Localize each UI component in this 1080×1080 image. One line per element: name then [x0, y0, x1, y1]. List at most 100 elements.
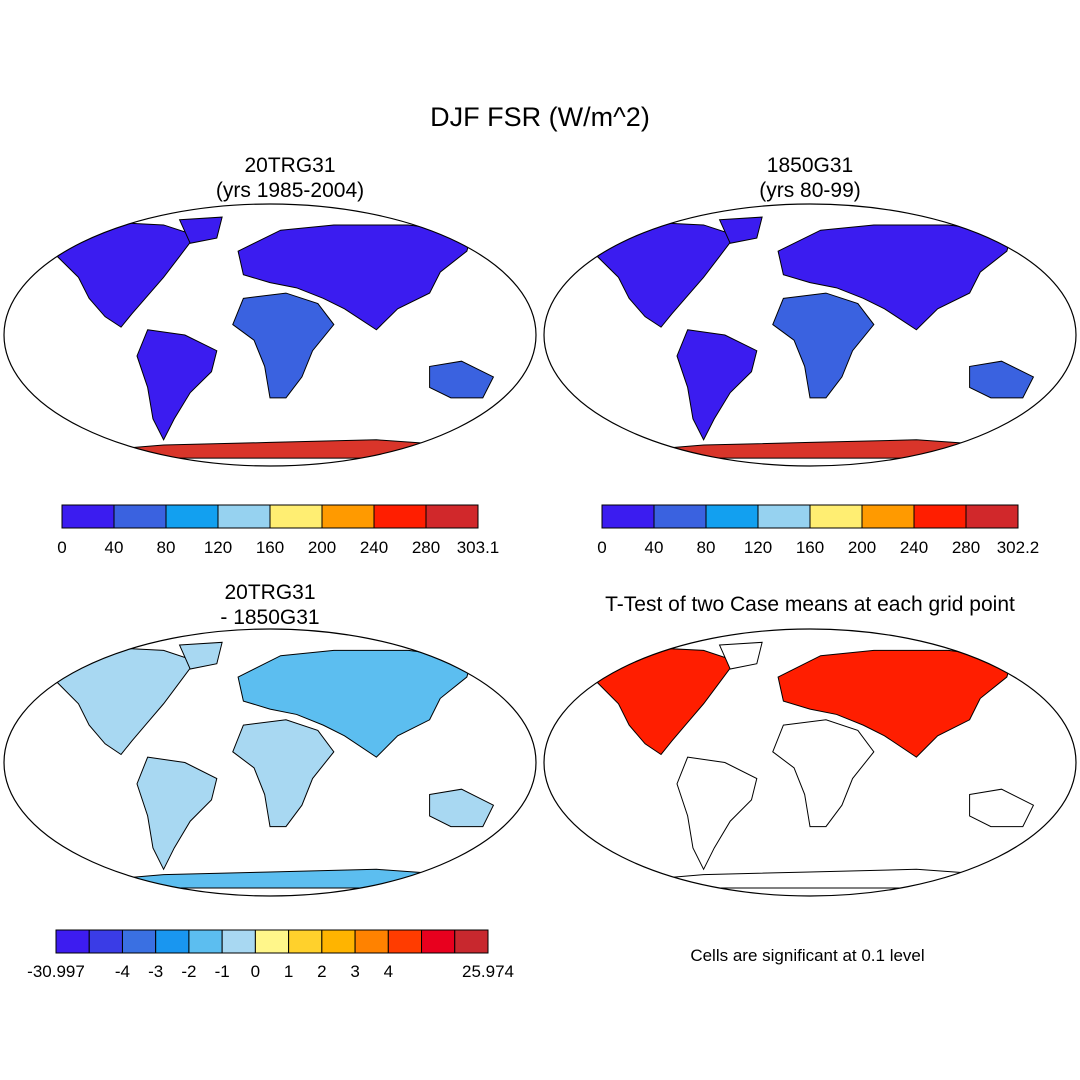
colorbar-20trg31: 0 40 80 120 160 200 240 280 303.1 [57, 504, 500, 557]
map-ttest-australia [969, 788, 1035, 828]
colorbar-1850g31-swatch [861, 504, 915, 529]
colorbar-20trg31-swatch [113, 504, 167, 529]
colorbar-20trg31-tick-label: 280 [412, 538, 440, 557]
colorbar-1850g31-swatch [705, 504, 759, 529]
panel1-title: 20TRG31 (yrs 1985-2004) [140, 153, 440, 203]
colorbar-1850g31-tick-label: 120 [744, 538, 772, 557]
map-panel-1850g31 [543, 203, 1077, 467]
map-20trg31-southAmerica [136, 329, 218, 441]
colorbar-1850g31-tick-label: 160 [796, 538, 824, 557]
colorbar-difference-swatch [354, 929, 389, 954]
map-panel-difference [3, 628, 537, 897]
colorbar-difference-swatch [454, 929, 489, 954]
map-1850g31-australia [969, 360, 1035, 399]
colorbar-20trg31-tick-label: 120 [204, 538, 232, 557]
map-20trg31-australia [429, 360, 495, 399]
panel1-case-name: 20TRG31 [244, 154, 336, 177]
colorbar-difference-tick-label: 1 [284, 962, 293, 981]
map-difference-africa [232, 719, 335, 828]
colorbar-1850g31-swatch [653, 504, 707, 529]
colorbar-1850g31-tick-label: 280 [952, 538, 980, 557]
map-1850g31-africa [772, 292, 875, 399]
panel1-years: (yrs 1985-2004) [215, 179, 365, 202]
colorbar-1850g31-tick-label: 40 [645, 538, 664, 557]
map-panel-ttest [543, 628, 1077, 897]
colorbar-1850g31-swatch [809, 504, 863, 529]
map-20trg31-eurasia [237, 224, 473, 331]
colorbar-1850g31-tick-label: 302.2 [997, 538, 1040, 557]
colorbar-difference-swatch [121, 929, 157, 954]
map-difference-greenland [178, 641, 223, 670]
colorbar-20trg31-swatch [217, 504, 271, 529]
map-difference-australia [429, 788, 495, 828]
colorbar-1850g31-tick-label: 240 [900, 538, 928, 557]
colorbar-difference-tick-label: -30.997 [27, 962, 85, 981]
colorbar-20trg31-tick-label: 40 [105, 538, 124, 557]
colorbar-difference-swatch [221, 929, 256, 954]
panel2-title: 1850G31 (yrs 80-99) [660, 153, 960, 203]
map-1850g31-map-border [543, 203, 1077, 467]
map-ttest-southAmerica [676, 756, 758, 871]
map-1850g31-southAmerica [676, 329, 758, 441]
map-1850g31-eurasia [777, 224, 1013, 331]
map-difference-southAmerica [136, 756, 218, 871]
colorbar-1850g31-swatch [757, 504, 811, 529]
colorbar-difference-swatch [55, 929, 90, 954]
colorbar-difference-tick-label: 25.974 [462, 962, 514, 981]
colorbar-20trg31-tick-label: 303.1 [457, 538, 500, 557]
colorbar-20trg31-tick-label: 80 [157, 538, 176, 557]
colorbar-20trg31-swatch [373, 504, 427, 529]
colorbar-difference-swatch [421, 929, 456, 954]
map-20trg31-africa [232, 292, 335, 399]
panel3-title: 20TRG31 - 1850G31 [120, 580, 420, 630]
map-ttest-africa [772, 719, 875, 828]
colorbar-1850g31-tick-label: 0 [597, 538, 606, 557]
colorbar-20trg31-tick-label: 240 [360, 538, 388, 557]
map-panel-20trg31 [3, 203, 537, 467]
panel3-diff-label: - 1850G31 [220, 606, 320, 629]
colorbar-1850g31-tick-label: 200 [848, 538, 876, 557]
colorbar-difference-swatch [188, 929, 223, 954]
map-ttest-greenland [718, 641, 763, 670]
panel2-years: (yrs 80-99) [759, 179, 861, 202]
map-difference-eurasia [237, 649, 473, 758]
colorbar-difference-tick-label: -2 [181, 962, 196, 981]
colorbar-difference-swatch [387, 929, 423, 954]
colorbar-difference-swatch [321, 929, 356, 954]
map-1850g31-northAmerica [596, 221, 737, 328]
map-difference-northAmerica [56, 647, 197, 756]
colorbar-difference-swatch [254, 929, 290, 954]
significance-note: Cells are significant at 0.1 level [690, 946, 925, 965]
colorbar-difference-tick-label: 4 [384, 962, 393, 981]
colorbar-1850g31-swatch [965, 504, 1019, 529]
map-ttest-eurasia [777, 649, 1013, 758]
map-1850g31-greenland [718, 216, 763, 244]
colorbar-1850g31-tick-label: 80 [697, 538, 716, 557]
colorbar-difference-tick-label: 2 [317, 962, 326, 981]
colorbar-20trg31-swatch [165, 504, 219, 529]
colorbar-difference-tick-label: -4 [115, 962, 130, 981]
colorbar-difference-swatch [288, 929, 323, 954]
map-ttest-map-border [543, 628, 1077, 897]
colorbar-difference-tick-label: 3 [350, 962, 359, 981]
panel2-case-name: 1850G31 [766, 154, 854, 177]
colorbar-difference-tick-label: -1 [215, 962, 230, 981]
panel3-case-name: 20TRG31 [224, 581, 316, 604]
map-20trg31-map-border [3, 203, 537, 467]
colorbar-difference-swatch [155, 929, 190, 954]
figure-title: DJF FSR (W/m^2) [430, 102, 650, 132]
colorbar-difference: -30.997 -4 -3 -2 -1 0 1 2 3 4 25.974 [27, 929, 514, 981]
colorbar-20trg31-tick-label: 0 [57, 538, 66, 557]
colorbar-1850g31-swatch [601, 504, 655, 529]
colorbar-1850g31: 0 40 80 120 160 200 240 280 302.2 [597, 504, 1040, 557]
colorbar-difference-swatch [88, 929, 123, 954]
colorbar-20trg31-tick-label: 200 [308, 538, 336, 557]
colorbar-20trg31-swatch [425, 504, 479, 529]
colorbar-20trg31-tick-label: 160 [256, 538, 284, 557]
map-20trg31-northAmerica [56, 221, 197, 328]
panel4-title: T-Test of two Case means at each grid po… [605, 593, 1015, 616]
map-20trg31-greenland [178, 216, 223, 244]
colorbar-20trg31-swatch [321, 504, 375, 529]
map-ttest-northAmerica [596, 647, 737, 756]
colorbar-1850g31-swatch [913, 504, 967, 529]
